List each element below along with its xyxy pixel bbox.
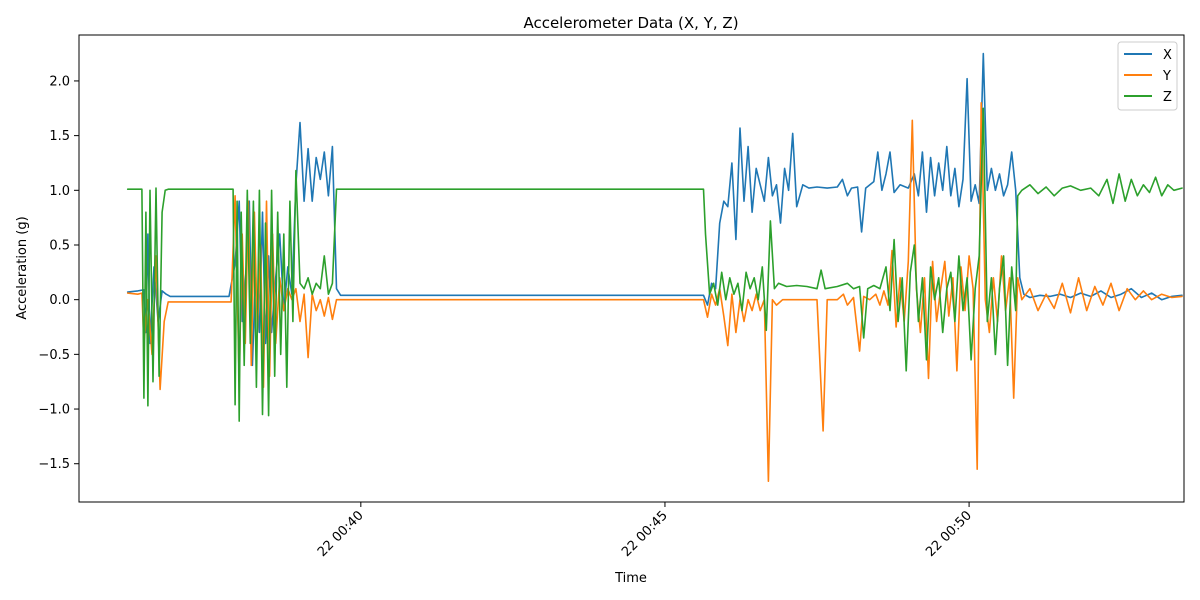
y-axis-title: Acceleration (g) bbox=[15, 216, 30, 319]
legend-label-z: Z bbox=[1163, 90, 1172, 105]
x-tick-label: 22 00:40 bbox=[315, 508, 367, 560]
y-axis: −1.5 −1.0 −0.5 0.0 0.5 1.0 1.5 2.0 bbox=[38, 74, 79, 472]
y-tick-label: 1.5 bbox=[49, 129, 70, 144]
legend: XYZ bbox=[1117, 41, 1178, 111]
series-line-y bbox=[126, 102, 1183, 483]
y-tick-label: 0.5 bbox=[49, 238, 70, 253]
legend-label-x: X bbox=[1163, 48, 1172, 63]
y-tick-label: 1.0 bbox=[49, 184, 70, 199]
y-tick-label: −1.0 bbox=[38, 403, 70, 418]
x-tick-label: 22 00:45 bbox=[619, 508, 671, 560]
series-line-z bbox=[126, 107, 1183, 422]
x-axis-title: Time bbox=[614, 571, 647, 586]
plot-frame bbox=[78, 34, 1185, 503]
chart-title: Accelerometer Data (X, Y, Z) bbox=[523, 14, 738, 32]
y-tick-label: −1.5 bbox=[38, 457, 70, 472]
y-tick-label: −0.5 bbox=[38, 348, 70, 363]
y-tick-label: 2.0 bbox=[49, 74, 70, 89]
series-lines bbox=[126, 52, 1183, 483]
x-axis: 22 00:40 22 00:45 22 00:50 bbox=[315, 502, 975, 560]
x-tick-label: 22 00:50 bbox=[923, 508, 975, 560]
y-tick-label: 0.0 bbox=[49, 293, 70, 308]
legend-label-y: Y bbox=[1162, 69, 1171, 84]
